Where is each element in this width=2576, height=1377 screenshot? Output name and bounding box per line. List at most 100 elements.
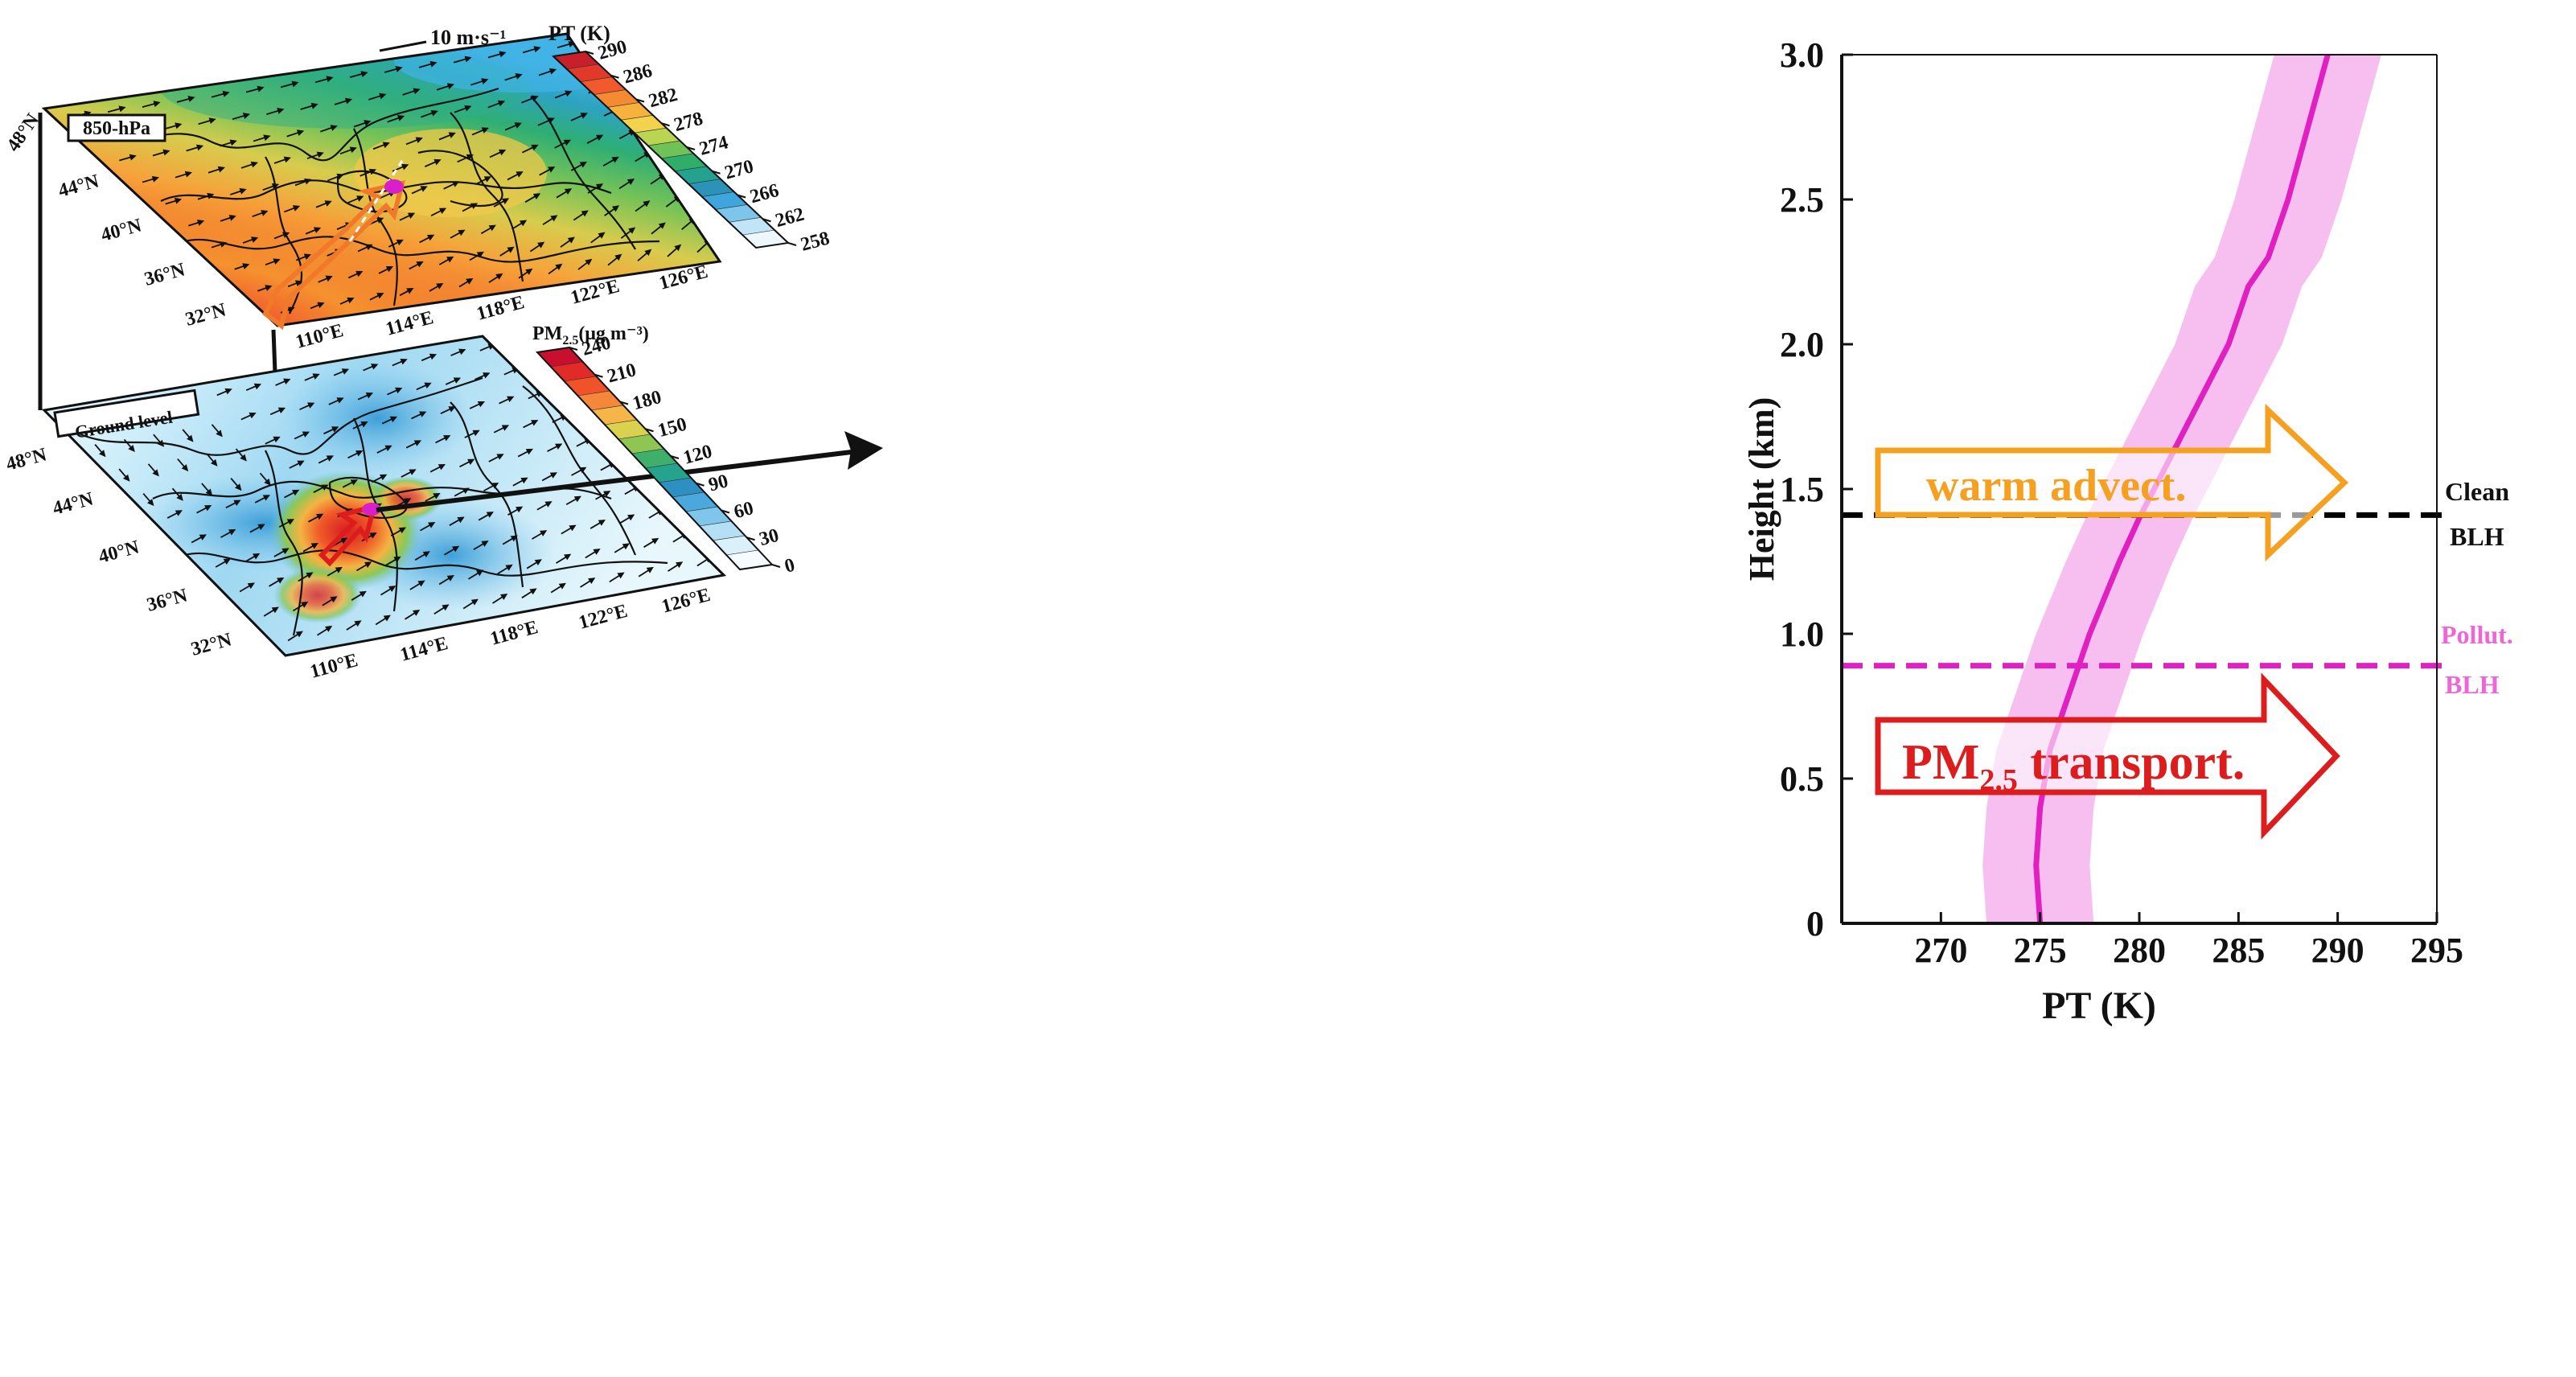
wind-arrowhead: [250, 161, 258, 168]
wind-arrowhead: [409, 469, 417, 475]
wind-arrowhead: [400, 358, 408, 365]
wind-arrowhead: [249, 412, 257, 419]
wind-arrowhead: [500, 594, 508, 600]
wind-arrowhead: [286, 519, 294, 525]
wind-arrowhead: [477, 401, 486, 408]
upper-map: 850-hPa 10 m·s⁻¹ 48°N 44°N 40°N 36°N 32°…: [3, 22, 832, 353]
wind-arrowhead: [271, 606, 279, 614]
wind-arrowhead: [429, 60, 438, 68]
wind-arrowhead: [379, 92, 387, 100]
wind-arrowhead: [488, 224, 496, 232]
colorbar-tick-label: 286: [621, 60, 655, 88]
y-tick-label: 1.0: [1780, 615, 1824, 654]
wind-arrowhead: [476, 251, 485, 258]
x-tick-label: 295: [2410, 931, 2463, 970]
wind-arrowhead: [321, 484, 329, 491]
wind-arrowhead: [585, 258, 593, 266]
wind-arrowhead: [277, 407, 286, 414]
upper-colorbar-title: PT (K): [548, 22, 610, 45]
wind-arrowhead: [330, 125, 338, 131]
wind-arrowhead: [205, 488, 213, 496]
wind-arrowhead: [217, 166, 225, 173]
wind-arrowhead: [242, 113, 251, 119]
wind-arrowhead: [531, 95, 539, 102]
wind-arrowhead: [383, 615, 391, 622]
wind-arrowhead: [340, 537, 348, 545]
wind-arrowhead: [174, 197, 183, 204]
wind-arrowhead: [520, 477, 528, 484]
wind-arrowhead: [413, 440, 422, 446]
wind-arrowhead: [153, 101, 161, 108]
wind-arrowhead: [419, 411, 427, 417]
wind-arrowhead: [360, 71, 368, 77]
wind-arrowhead: [446, 574, 454, 582]
wind-arrowhead: [499, 149, 507, 156]
wind-arrowhead: [481, 127, 489, 134]
wind-arrowhead: [181, 464, 189, 472]
lower-level-label-box: [53, 388, 200, 438]
wind-arrowhead: [426, 234, 435, 241]
wind-arrowhead: [496, 454, 504, 460]
wind-arrowhead: [364, 561, 372, 569]
colorbar-tick: [762, 218, 771, 223]
wind-arrowhead: [555, 443, 563, 450]
warm-advection-arrow-icon: [1875, 403, 2349, 562]
colorbar-tick-label: 282: [647, 84, 680, 112]
wind-arrowhead: [128, 445, 135, 453]
wind-arrowhead: [644, 249, 652, 257]
y-tick-label: 0: [1806, 904, 1824, 943]
wind-arrowhead: [525, 448, 534, 455]
wind-arrowhead: [350, 479, 359, 486]
pollut-blh-label: BLH: [2445, 670, 2500, 699]
y-tick-label: 1.5: [1780, 470, 1824, 509]
wind-arrowhead: [240, 454, 247, 462]
wind-arrowhead: [234, 483, 242, 491]
wind-arrowhead: [429, 353, 438, 360]
wind-arrowhead: [393, 556, 401, 563]
pollut-blh-label: Pollut.: [2441, 620, 2513, 649]
colorbar-tick-label: 90: [706, 471, 730, 495]
wind-arrowhead: [569, 524, 577, 532]
wind-arrowhead: [264, 478, 271, 486]
colorbar-tick-label: 210: [605, 360, 639, 387]
wind-arrowhead: [317, 302, 325, 309]
wind-arrowhead: [261, 210, 269, 216]
wind-arrowhead: [501, 198, 510, 204]
upper-level-label-box: [67, 113, 166, 142]
colorbar-tick: [585, 51, 594, 55]
wind-arrowhead: [464, 55, 472, 63]
wind-arrowhead: [446, 83, 455, 90]
wind-arrowhead: [207, 192, 215, 199]
wind-arrowhead: [384, 445, 392, 452]
wind-arrowhead: [208, 117, 216, 125]
wind-arrowhead: [507, 246, 515, 253]
wind-arrowhead: [277, 108, 285, 114]
wind-arrowhead: [341, 368, 350, 375]
wind-arrowhead: [354, 620, 362, 627]
colorbar-tick-label: 150: [655, 414, 689, 442]
wind-arrowhead: [595, 134, 604, 142]
wind-arrowhead: [253, 553, 261, 560]
wind-arrowhead: [295, 631, 303, 638]
wind-arrowhead: [483, 372, 491, 379]
lower-lon-label: 126°E: [659, 585, 713, 618]
wind-arrowhead: [534, 559, 542, 566]
wind-arrowhead: [501, 425, 510, 431]
colorbar-tick: [594, 373, 603, 378]
wind-arrowhead: [486, 512, 494, 518]
colorbar-tick: [696, 482, 705, 487]
wind-arrowhead: [336, 397, 344, 404]
wind-arrowhead: [438, 208, 447, 214]
wind-arrowhead: [448, 406, 456, 413]
wind-arrowhead: [581, 210, 589, 217]
wind-arrowhead: [186, 434, 194, 442]
y-tick-label: 2.0: [1780, 325, 1824, 364]
colorbar-tick: [686, 146, 696, 150]
wind-arrowhead: [146, 499, 154, 507]
wind-arrowhead: [433, 492, 441, 499]
wind-arrowhead: [549, 472, 557, 479]
colorbar-tick-label: 120: [681, 441, 715, 468]
wind-arrowhead: [614, 253, 622, 261]
wind-arrowhead: [228, 215, 236, 221]
wind-arrowhead: [233, 499, 241, 507]
